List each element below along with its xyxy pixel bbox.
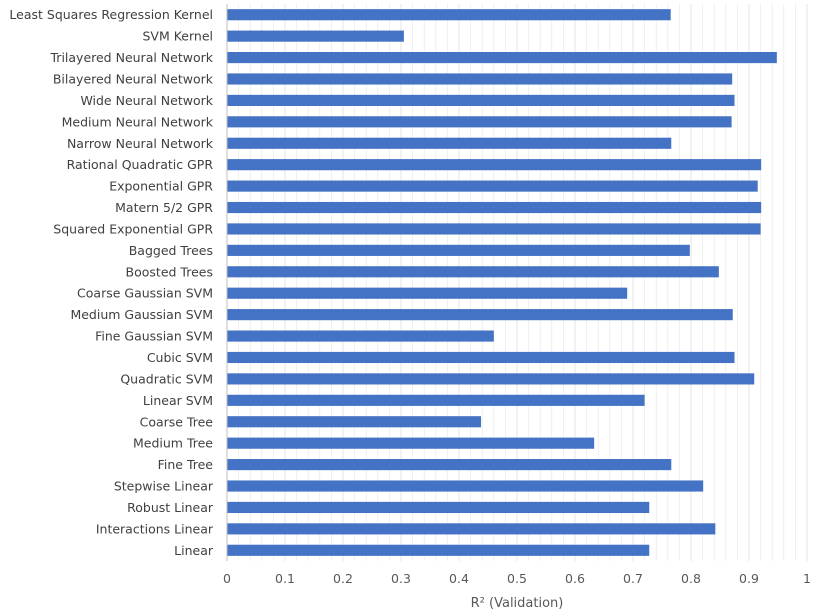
bar — [227, 351, 735, 364]
bar — [227, 394, 645, 406]
bar — [227, 137, 672, 149]
category-label: Matern 5/2 GPR — [115, 200, 213, 215]
x-tick-label: 0.4 — [449, 571, 469, 586]
bar — [227, 159, 762, 171]
category-label: Interactions Linear — [96, 521, 214, 536]
x-tick-label: 0 — [223, 571, 231, 586]
category-label: Linear SVM — [143, 393, 213, 408]
bar — [227, 51, 777, 64]
category-label: Bilayered Neural Network — [53, 71, 214, 86]
bar — [227, 459, 672, 471]
gridlines — [238, 4, 808, 561]
bar — [227, 116, 732, 128]
bar — [227, 544, 650, 556]
bar — [227, 309, 733, 321]
category-label: Fine Gaussian SVM — [95, 329, 213, 344]
category-label: Least Squares Regression Kernel — [9, 7, 213, 22]
category-labels: Least Squares Regression Kernel SVM Kerne… — [9, 7, 213, 558]
category-label: Wide Neural Network — [80, 93, 213, 108]
category-label: Coarse Tree — [140, 414, 214, 429]
bar — [227, 94, 735, 106]
category-label: Linear — [174, 543, 214, 558]
bar — [227, 244, 690, 256]
x-axis-title: R² (Validation) — [471, 596, 564, 611]
bar — [227, 223, 761, 235]
category-label: Stepwise Linear — [114, 479, 214, 494]
x-tick-label: 0.8 — [681, 571, 701, 586]
bar — [227, 9, 671, 21]
category-label: Quadratic SVM — [120, 371, 213, 386]
bar — [227, 201, 762, 214]
category-label: Narrow Neural Network — [67, 136, 214, 151]
category-label: Medium Neural Network — [62, 114, 214, 129]
bar — [227, 73, 733, 85]
bar — [227, 523, 716, 535]
category-label: Boosted Trees — [126, 264, 213, 279]
bar — [227, 180, 758, 192]
bars — [227, 9, 777, 556]
bar — [227, 437, 595, 449]
bar — [227, 480, 704, 492]
bar — [227, 501, 650, 514]
category-label: Medium Gaussian SVM — [70, 307, 213, 322]
x-tick-label: 0.7 — [623, 571, 643, 586]
bar — [227, 287, 628, 299]
bar — [227, 416, 482, 428]
category-label: Robust Linear — [127, 500, 214, 515]
bar — [227, 373, 755, 385]
x-tick-label: 0.2 — [333, 571, 353, 586]
bar — [227, 330, 494, 342]
category-label: SVM Kernel — [142, 29, 213, 44]
category-label: Coarse Gaussian SVM — [77, 286, 213, 301]
x-tick-label: 0.1 — [275, 571, 295, 586]
category-label: Squared Exponential GPR — [53, 221, 213, 236]
category-label: Fine Tree — [158, 457, 214, 472]
category-label: Exponential GPR — [109, 179, 213, 194]
bar — [227, 266, 719, 278]
category-label: Cubic SVM — [147, 350, 213, 365]
x-tick-label: 0.3 — [391, 571, 411, 586]
category-label: Rational Quadratic GPR — [67, 157, 214, 172]
x-tick-label: 0.9 — [739, 571, 759, 586]
x-tick-label: 0.5 — [507, 571, 527, 586]
category-label: Trilayered Neural Network — [50, 50, 214, 65]
category-label: Medium Tree — [133, 436, 213, 451]
x-tick-labels: 0 0.1 0.2 0.3 0.4 0.5 0.6 0.7 0.8 0.9 1 — [223, 571, 811, 586]
category-label: Bagged Trees — [129, 243, 213, 258]
x-tick-label: 0.6 — [565, 571, 585, 586]
x-tick-label: 1 — [803, 571, 811, 586]
bar — [227, 30, 404, 42]
